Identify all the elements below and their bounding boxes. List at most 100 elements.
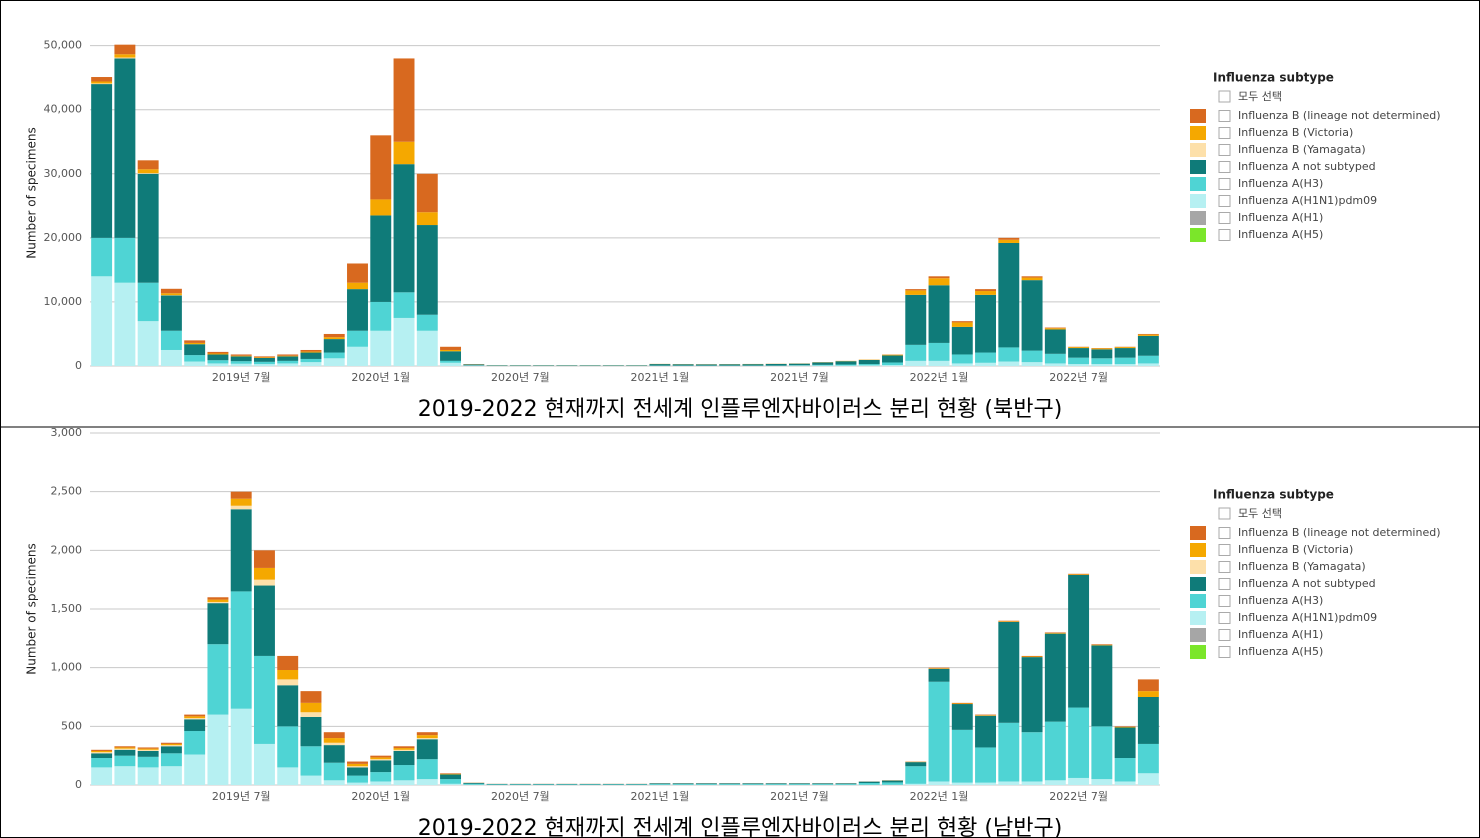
bar-segment (835, 364, 857, 366)
bar-segment (370, 757, 392, 760)
legend-item[interactable]: Influenza B (Yamagata) (1238, 143, 1366, 156)
bar-segment (323, 745, 345, 763)
legend-swatch (1190, 543, 1206, 557)
legend-item[interactable]: Influenza A(H1) (1238, 211, 1323, 224)
bar-segment (1091, 726, 1113, 780)
bar-segment (951, 322, 973, 327)
bar-segment (277, 726, 299, 768)
bar-segment (230, 591, 252, 709)
bar-segment (347, 775, 368, 783)
legend-item[interactable]: Influenza B (Victoria) (1238, 126, 1353, 139)
legend-item[interactable]: Influenza A(H3) (1238, 594, 1323, 607)
legend-swatch (1190, 160, 1206, 174)
bar-segment (253, 356, 275, 358)
legend-item[interactable]: Influenza A not subtyped (1238, 577, 1376, 590)
x-tick-label: 2020년 1월 (351, 371, 410, 384)
legend-checkbox[interactable] (1218, 144, 1231, 156)
bar-segment (91, 767, 113, 785)
legend-item[interactable]: Influenza B (Victoria) (1238, 543, 1353, 556)
bar-segment (905, 762, 927, 767)
bar-segment (1021, 656, 1043, 658)
bar-segment (253, 655, 275, 744)
legend-checkbox[interactable] (1218, 178, 1231, 190)
bar-segment (742, 784, 764, 785)
bar-segment (928, 278, 950, 286)
legend-item[interactable]: Influenza A not subtyped (1238, 160, 1376, 173)
legend-checkbox[interactable] (1218, 646, 1231, 658)
bar-segment (440, 349, 462, 352)
legend-item[interactable]: Influenza B (lineage not determined) (1238, 109, 1441, 122)
legend-item[interactable]: Influenza A(H1N1)pdm09 (1238, 611, 1377, 624)
bar-segment (1021, 362, 1043, 366)
bar-segment (649, 364, 671, 366)
bar-segment (858, 365, 880, 366)
bar-segment (1114, 726, 1136, 727)
bar-segment (300, 716, 322, 747)
legend-item[interactable]: Influenza A(H3) (1238, 177, 1323, 190)
legend-checkbox[interactable] (1218, 127, 1231, 139)
bar-segment (440, 783, 462, 785)
bar-segment (114, 237, 136, 283)
bar-segment (137, 282, 159, 322)
bar-segment (300, 351, 322, 353)
legend-checkbox[interactable] (1218, 544, 1231, 556)
bar-segment (137, 750, 159, 757)
bar-segment (1114, 781, 1136, 785)
legend-swatch (1190, 211, 1206, 225)
bar-segment (1114, 357, 1136, 365)
legend-checkbox[interactable] (1218, 595, 1231, 607)
bar-segment (370, 755, 392, 758)
bar-segment (905, 766, 927, 784)
legend-checkbox[interactable] (1218, 212, 1231, 224)
bar-segment (160, 745, 182, 747)
legend-checkbox[interactable] (1218, 507, 1231, 520)
legend-checkbox[interactable] (1218, 90, 1231, 103)
chart-caption: 2019-2022 현재까지 전세계 인플루엔자바이러스 분리 현황 (남반구) (418, 816, 1063, 838)
legend-item[interactable]: Influenza A(H1N1)pdm09 (1238, 194, 1377, 207)
bar-segment (370, 772, 392, 782)
legend-item[interactable]: Influenza B (Yamagata) (1238, 560, 1366, 573)
bar-segment (277, 356, 299, 361)
legend-checkbox[interactable] (1218, 629, 1231, 641)
bar-segment (1137, 691, 1159, 697)
bar-segment (951, 782, 973, 785)
legend-checkbox[interactable] (1218, 110, 1231, 122)
bar-segment (649, 783, 671, 785)
bar-segment (1091, 779, 1113, 785)
bar-segment (300, 712, 322, 717)
bar-segment (1068, 357, 1090, 365)
bar-segment (114, 748, 136, 750)
bar-segment (440, 773, 462, 774)
legend-item[interactable]: Influenza A(H5) (1238, 645, 1323, 658)
legend-checkbox[interactable] (1218, 612, 1231, 624)
bar-segment (207, 714, 229, 785)
legend-checkbox[interactable] (1218, 195, 1231, 207)
legend-checkbox[interactable] (1218, 229, 1231, 241)
bar-segment (928, 360, 950, 366)
bar-segment (370, 781, 392, 785)
legend-select-all[interactable]: 모두 선택 (1238, 90, 1282, 103)
bar-segment (416, 739, 438, 760)
bar-segment (975, 715, 997, 748)
legend-item[interactable]: Influenza B (lineage not determined) (1238, 526, 1441, 539)
legend-checkbox[interactable] (1218, 578, 1231, 590)
y-tick-label: 10,000 (44, 295, 83, 308)
legend-checkbox[interactable] (1218, 161, 1231, 173)
bar-segment (1021, 732, 1043, 782)
legend-checkbox[interactable] (1218, 561, 1231, 573)
bar-segment (416, 212, 438, 226)
bar-segment (370, 135, 392, 200)
bar-segment (184, 344, 206, 356)
legend-checkbox[interactable] (1218, 527, 1231, 539)
bar-segment (1091, 645, 1113, 727)
bar-segment (905, 290, 927, 295)
bar-segment (230, 356, 252, 362)
legend-item[interactable]: Influenza A(H1) (1238, 628, 1323, 641)
bar-segment (300, 691, 322, 703)
y-tick-label: 1,000 (51, 661, 83, 674)
bar-segment (91, 83, 113, 85)
bar-segment (323, 780, 345, 785)
legend-item[interactable]: Influenza A(H5) (1238, 228, 1323, 241)
bar-segment (812, 783, 834, 785)
legend-select-all[interactable]: 모두 선택 (1238, 507, 1282, 520)
